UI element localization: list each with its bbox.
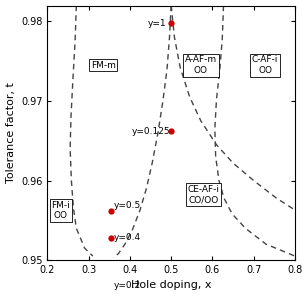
Y-axis label: Tolerance factor, t: Tolerance factor, t xyxy=(6,82,16,183)
Text: y=0.2: y=0.2 xyxy=(114,281,141,290)
Text: FM-i
OO: FM-i OO xyxy=(51,201,70,221)
Text: y=0.5: y=0.5 xyxy=(114,201,141,210)
Text: y=0.125: y=0.125 xyxy=(132,127,171,136)
Text: A-AF-m
OO: A-AF-m OO xyxy=(185,55,217,75)
Text: C-AF-i
OO: C-AF-i OO xyxy=(252,55,278,75)
Text: FM-m: FM-m xyxy=(91,61,116,70)
Text: CE-AF-i
CO/OO: CE-AF-i CO/OO xyxy=(187,185,219,205)
X-axis label: Hole doping, x: Hole doping, x xyxy=(131,280,211,290)
Text: y=0.4: y=0.4 xyxy=(114,233,141,242)
Text: y=1: y=1 xyxy=(147,19,166,28)
